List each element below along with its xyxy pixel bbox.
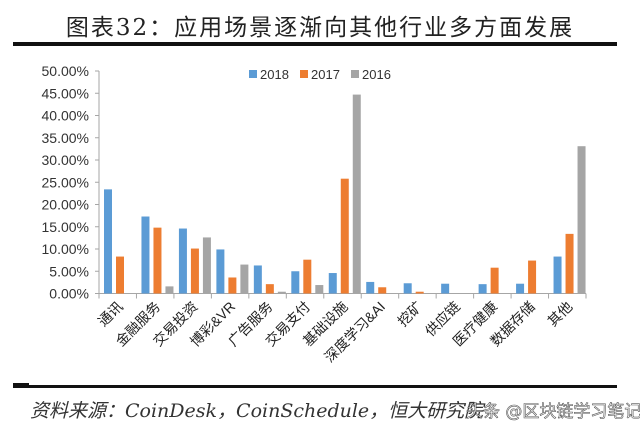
x-category-label: 其他: [544, 298, 575, 329]
bar-2016: [352, 94, 361, 294]
legend-label-2018: 2018: [260, 67, 289, 82]
bar-2017: [190, 248, 199, 294]
y-tick-label: 15.00%: [42, 219, 89, 235]
bar-series: [104, 94, 586, 294]
bar-2018: [141, 216, 150, 294]
bar-2018: [516, 283, 525, 294]
y-tick-label: 25.00%: [42, 174, 89, 190]
bar-2016: [315, 285, 324, 294]
bar-2018: [553, 256, 562, 294]
bar-2017: [490, 267, 499, 294]
bottom-divider: [13, 385, 617, 388]
bar-2018: [291, 271, 300, 294]
legend-swatch-2016: [351, 70, 359, 78]
y-tick-label: 5.00%: [49, 263, 89, 279]
bar-2017: [378, 287, 387, 294]
bar-2017: [228, 277, 237, 294]
legend-swatch-2017: [300, 70, 308, 78]
bar-2017: [265, 284, 274, 294]
bar-2016: [165, 286, 174, 294]
y-tick-label: 10.00%: [42, 241, 89, 257]
top-divider: [13, 42, 617, 46]
bar-2016: [202, 237, 211, 294]
watermark: 头条 @区块链学习笔记: [466, 402, 640, 423]
y-tick-label: 50.00%: [42, 63, 89, 79]
bar-2018: [253, 265, 262, 294]
y-axis: 0.00% 5.00% 10.00% 15.00% 20.00% 25.00% 30.00%…: [42, 63, 100, 302]
bar-2017: [116, 256, 124, 294]
legend-label-2016: 2016: [362, 67, 391, 82]
bar-2018: [328, 273, 337, 294]
legend-swatch-2018: [249, 70, 257, 78]
bar-2017: [528, 260, 537, 294]
y-tick-label: 35.00%: [42, 130, 89, 146]
bar-2016: [240, 264, 249, 294]
bar-2016: [577, 146, 586, 294]
bar-2018: [478, 284, 487, 294]
bar-2017: [565, 233, 574, 294]
bar-2017: [303, 259, 312, 294]
y-tick-label: 20.00%: [42, 197, 89, 213]
bar-2017: [153, 227, 162, 294]
bar-2017: [340, 178, 349, 294]
y-tick-label: 30.00%: [42, 152, 89, 168]
source-note: 资料来源：CoinDesk，CoinSchedule，恒大研究院: [30, 400, 484, 422]
y-tick-label: 0.00%: [49, 286, 89, 302]
bar-chart: 0.00% 5.00% 10.00% 15.00% 20.00% 25.00% 30.00%…: [42, 63, 587, 365]
bar-2018: [104, 189, 112, 294]
bar-2018: [178, 228, 187, 294]
chart-title: 图表32：应用场景逐渐向其他行业多方面发展: [65, 15, 575, 41]
bar-2018: [441, 283, 450, 294]
legend-label-2017: 2017: [311, 67, 340, 82]
legend: 2018 2017 2016: [249, 67, 391, 82]
bar-2017: [415, 291, 424, 294]
y-tick-label: 45.00%: [42, 85, 89, 101]
x-category-label: 挖矿: [394, 298, 425, 329]
bar-2018: [216, 249, 225, 294]
bar-2018: [403, 283, 412, 294]
x-category-label: 通讯: [95, 298, 126, 329]
y-tick-label: 40.00%: [42, 108, 89, 124]
bar-2018: [366, 281, 375, 294]
bar-2016: [277, 291, 286, 294]
